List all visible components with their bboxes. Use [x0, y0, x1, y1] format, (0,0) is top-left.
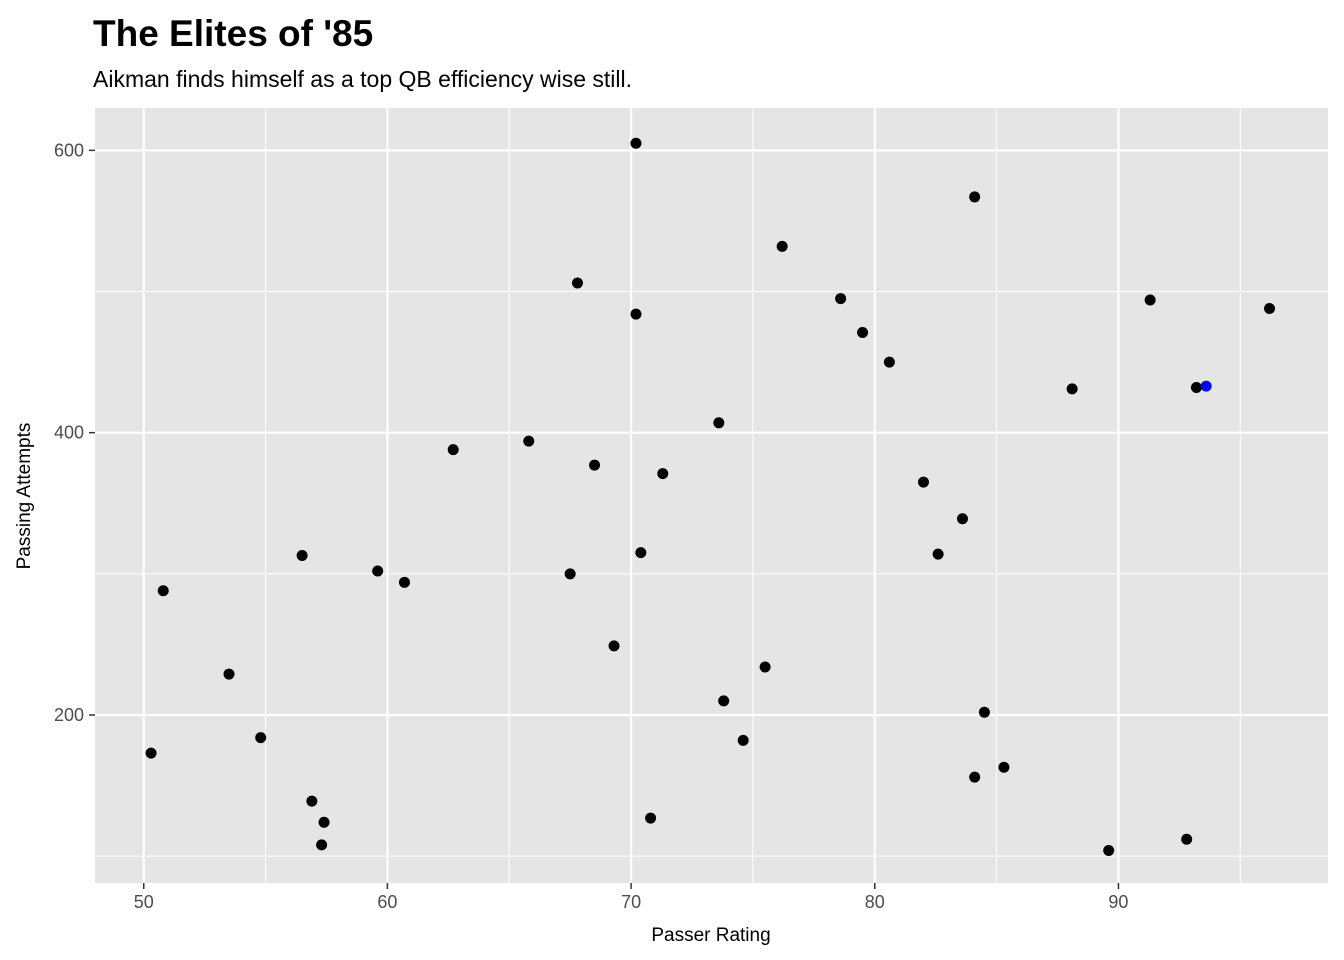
data-point [1066, 383, 1078, 395]
plot-panel [95, 108, 1328, 883]
x-tick-label: 60 [377, 892, 397, 912]
data-point [635, 547, 647, 559]
data-point [316, 839, 328, 851]
grid-lines [95, 108, 1328, 883]
data-point [1264, 302, 1276, 314]
data-point [296, 549, 308, 561]
chart-subtitle: Aikman finds himself as a top QB efficie… [93, 66, 632, 92]
data-point [776, 240, 788, 252]
data-point [932, 548, 944, 560]
data-point [759, 661, 771, 673]
data-points [145, 137, 1276, 857]
data-point [883, 356, 895, 368]
data-point [523, 435, 535, 447]
data-point [564, 568, 576, 580]
data-point [398, 576, 410, 588]
data-point [857, 326, 869, 338]
data-point [713, 417, 725, 429]
chart-title: The Elites of '85 [93, 13, 373, 54]
data-point [998, 761, 1010, 773]
data-point [917, 476, 929, 488]
data-point [737, 734, 749, 746]
data-point [718, 695, 730, 707]
data-point [608, 640, 620, 652]
x-tick-label: 90 [1108, 892, 1128, 912]
x-tick-label: 80 [865, 892, 885, 912]
y-tick-label: 400 [54, 423, 84, 443]
x-tick-label: 70 [621, 892, 641, 912]
data-point [145, 747, 157, 759]
data-point [157, 585, 169, 597]
x-axis-label: Passer Rating [651, 925, 770, 946]
data-point [306, 795, 318, 807]
data-point [1190, 382, 1202, 394]
data-point [255, 732, 267, 744]
data-point [835, 293, 847, 305]
data-point [956, 513, 968, 525]
y-axis-label: Passing Attempts [14, 423, 35, 570]
data-point [630, 308, 642, 320]
data-point [1181, 833, 1193, 845]
data-point [969, 191, 981, 203]
data-point [571, 277, 583, 289]
data-point [589, 459, 601, 471]
y-tick-label: 600 [54, 140, 84, 160]
y-tick-label: 200 [54, 705, 84, 725]
data-point [447, 444, 459, 456]
data-point [978, 706, 990, 718]
axes: 50 60 70 80 90 200 400 600 [54, 140, 1129, 912]
data-point [1144, 294, 1156, 306]
data-point [1103, 845, 1115, 857]
data-point [318, 816, 330, 828]
data-point [657, 468, 669, 480]
data-point [645, 812, 657, 824]
data-point [630, 137, 642, 149]
highlighted-point [1200, 380, 1212, 392]
x-tick-label: 50 [134, 892, 154, 912]
data-point [969, 771, 981, 783]
data-point [372, 565, 384, 577]
data-point [223, 668, 235, 680]
